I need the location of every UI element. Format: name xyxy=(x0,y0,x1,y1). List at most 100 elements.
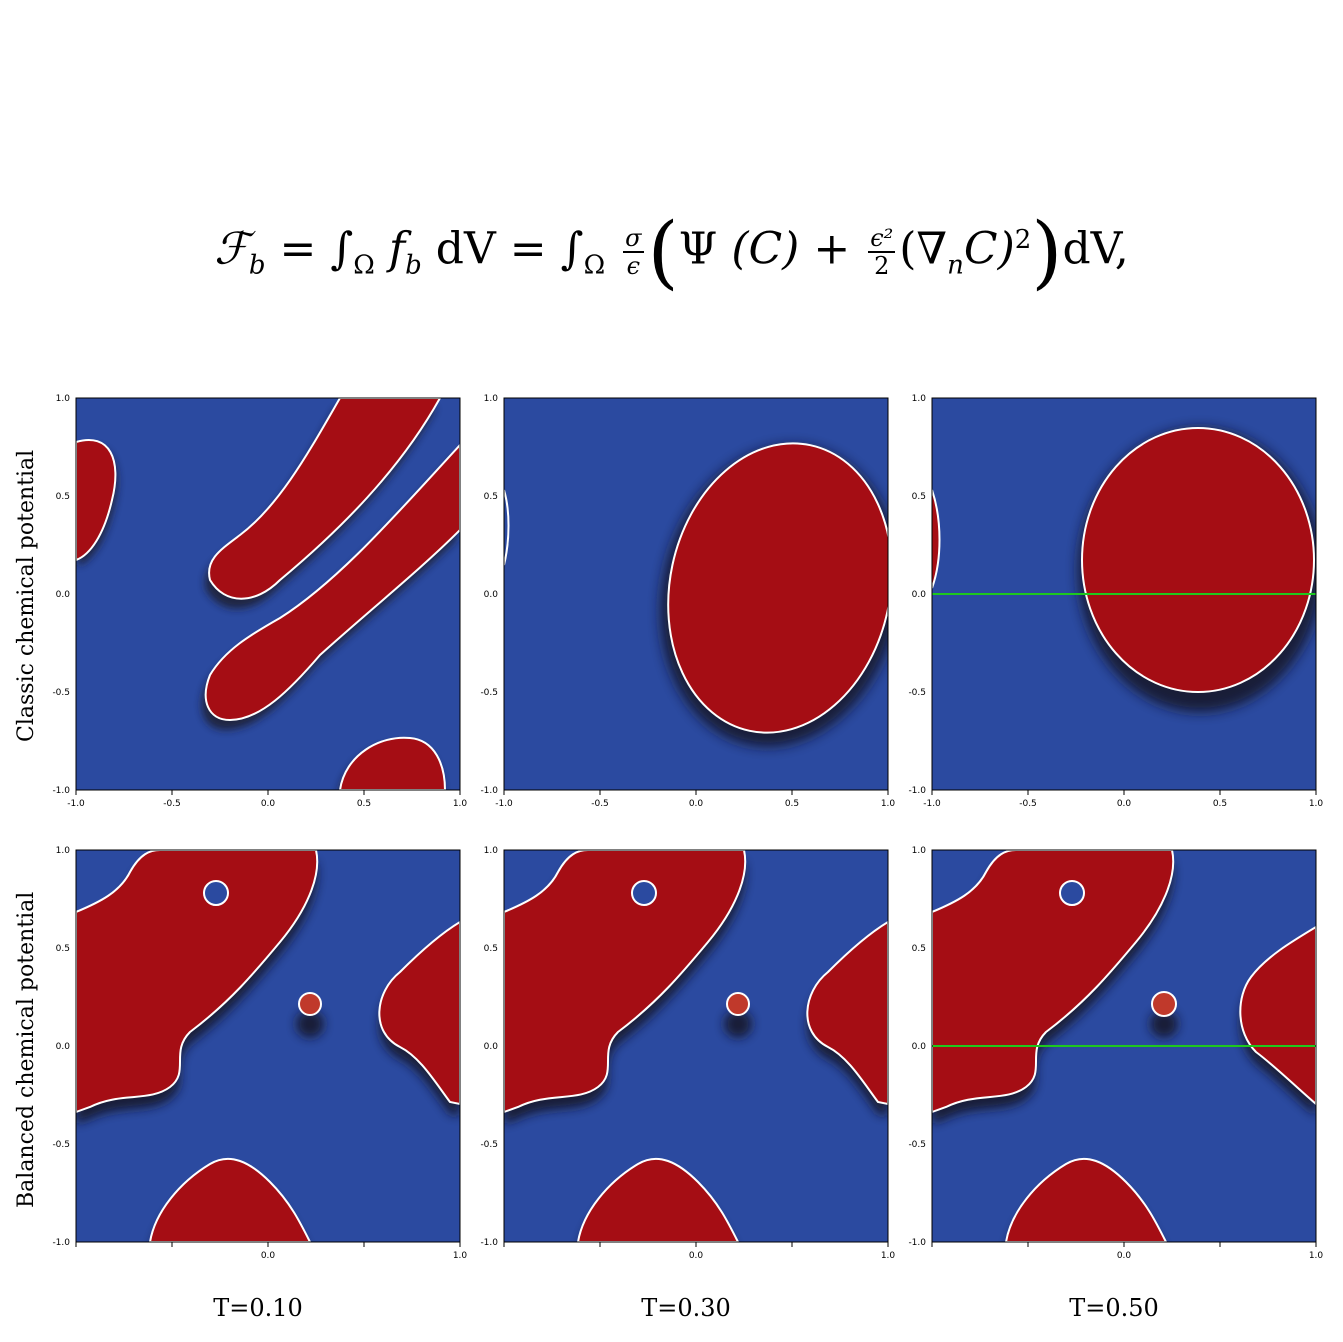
eq-equals-1: = xyxy=(279,223,317,275)
x-ticks: 0.0 1.0 xyxy=(503,1242,896,1261)
time-label-t010: T=0.10 xyxy=(213,1294,303,1322)
eq-left-paren: ( xyxy=(647,205,679,299)
eq-functional-symbol: ℱ xyxy=(214,223,249,275)
panel-classic-t050: 1.0 0.5 0.0 -0.5 -1.0 -1.0 -0.5 0.0 0.5 … xyxy=(896,390,1326,810)
eq-right-paren: ) xyxy=(1031,205,1063,299)
y-tick-label: -0.5 xyxy=(480,688,498,698)
y-tick-label: 0.5 xyxy=(484,492,498,502)
x-ticks: -1.0 -0.5 0.0 0.5 1.0 xyxy=(923,790,1323,809)
eq-eps2: ϵ² xyxy=(868,224,896,254)
y-tick-label: -1.0 xyxy=(480,786,498,796)
y-tick-label: 1.0 xyxy=(56,846,71,856)
x-tick-label: 0.0 xyxy=(1117,1251,1132,1261)
y-ticks: 1.0 0.5 0.0 -0.5 -1.0 xyxy=(480,394,498,796)
y-tick-label: -1.0 xyxy=(52,1238,70,1248)
phase-region xyxy=(208,398,442,600)
x-ticks: -1.0 -0.5 0.0 0.5 1.0 xyxy=(495,790,895,809)
x-tick-label: 1.0 xyxy=(453,1251,468,1261)
eq-dv-end: dV, xyxy=(1062,223,1129,275)
panel-classic-t030: 1.0 0.5 0.0 -0.5 -1.0 -1.0 -0.5 0.0 0.5 … xyxy=(468,390,898,810)
row-label-balanced: Balanced chemical potential xyxy=(14,891,39,1208)
y-tick-label: 1.0 xyxy=(912,394,927,404)
y-tick-label: -1.0 xyxy=(480,1238,498,1248)
eq-integral-1: ∫ xyxy=(330,223,354,275)
phase-region xyxy=(76,439,117,562)
eq-grad-sub: n xyxy=(947,250,964,281)
y-tick-label: -1.0 xyxy=(52,786,70,796)
phase-region xyxy=(338,736,447,790)
eq-lhs-sub: b xyxy=(248,250,266,281)
bubble xyxy=(631,880,657,906)
eq-fb: f xyxy=(388,223,406,275)
eq-plus: + xyxy=(813,223,851,275)
y-tick-label: -0.5 xyxy=(480,1140,498,1150)
x-tick-label: -0.5 xyxy=(1019,799,1037,809)
free-energy-equation: ℱb = ∫Ω fb dV = ∫Ω σ ϵ (Ψ (C) + ϵ² 2 (∇nC)2)… xyxy=(0,190,1343,300)
y-ticks: 1.0 0.5 0.0 -0.5 -1.0 xyxy=(908,846,926,1248)
y-tick-label: -1.0 xyxy=(908,786,926,796)
x-tick-label: -0.5 xyxy=(591,799,609,809)
eq-fb-sub: b xyxy=(405,250,422,281)
time-label-t030: T=0.30 xyxy=(641,1294,731,1322)
phase-region xyxy=(576,1157,740,1242)
eq-integral-2-domain: Ω xyxy=(583,250,606,281)
y-tick-label: 0.0 xyxy=(56,590,71,600)
y-tick-label: 0.0 xyxy=(484,590,499,600)
x-tick-label: 1.0 xyxy=(881,1251,896,1261)
y-tick-label: 1.0 xyxy=(484,394,499,404)
y-tick-label: -0.5 xyxy=(52,688,70,698)
eq-dv-1: dV xyxy=(435,223,496,275)
phase-region xyxy=(378,920,460,1106)
x-ticks: 0.0 1.0 xyxy=(931,1242,1324,1261)
phase-region xyxy=(148,1157,312,1242)
y-tick-label: 0.0 xyxy=(56,1042,71,1052)
eq-sigma: σ xyxy=(623,224,644,254)
eq-integral-2: ∫ xyxy=(560,223,584,275)
phase-region xyxy=(1239,925,1316,1106)
y-tick-label: -1.0 xyxy=(908,1238,926,1248)
x-tick-label: 0.0 xyxy=(261,1251,276,1261)
y-tick-label: 1.0 xyxy=(56,394,71,404)
phase-region xyxy=(1004,1157,1168,1242)
time-label-t050: T=0.50 xyxy=(1069,1294,1159,1322)
x-tick-label: 1.0 xyxy=(1309,799,1324,809)
eq-integral-1-domain: Ω xyxy=(353,250,375,281)
phase-region xyxy=(504,850,747,1114)
phase-region xyxy=(806,920,888,1106)
eq-c: (C) xyxy=(731,223,800,275)
droplet xyxy=(726,992,750,1016)
bubble xyxy=(1059,880,1085,906)
phase-region xyxy=(76,850,319,1114)
eq-psi: Ψ xyxy=(678,223,718,275)
y-tick-label: 1.0 xyxy=(484,846,499,856)
x-tick-label: 1.0 xyxy=(881,799,896,809)
x-tick-label: 0.5 xyxy=(785,799,799,809)
x-ticks: 0.0 1.0 xyxy=(75,1242,468,1261)
y-tick-label: -0.5 xyxy=(908,688,926,698)
panel-balanced-t030: 1.0 0.5 0.0 -0.5 -1.0 0.0 1.0 xyxy=(468,842,898,1262)
droplet xyxy=(1151,991,1177,1017)
x-tick-label: 1.0 xyxy=(1309,1251,1324,1261)
y-ticks: 1.0 0.5 0.0 -0.5 -1.0 xyxy=(52,394,70,796)
x-tick-label: -1.0 xyxy=(495,799,513,809)
bubble xyxy=(203,880,229,906)
y-tick-label: 0.5 xyxy=(912,944,926,954)
eq-two: 2 xyxy=(874,252,890,281)
droplet xyxy=(298,992,322,1016)
panel-balanced-t050: 1.0 0.5 0.0 -0.5 -1.0 0.0 1.0 xyxy=(896,842,1326,1262)
x-tick-label: -1.0 xyxy=(67,799,85,809)
y-tick-label: 0.0 xyxy=(912,590,927,600)
y-tick-label: 0.0 xyxy=(912,1042,927,1052)
eq-square: 2 xyxy=(1014,225,1032,255)
phase-region xyxy=(204,443,460,722)
x-tick-label: 0.5 xyxy=(1213,799,1227,809)
panel-balanced-t010: 1.0 0.5 0.0 -0.5 -1.0 0.0 1.0 xyxy=(40,842,470,1262)
eq-eps: ϵ xyxy=(626,252,641,281)
y-ticks: 1.0 0.5 0.0 -0.5 -1.0 xyxy=(480,846,498,1248)
x-tick-label: 0.5 xyxy=(357,799,371,809)
x-tick-label: -1.0 xyxy=(923,799,941,809)
y-ticks: 1.0 0.5 0.0 -0.5 -1.0 xyxy=(908,394,926,796)
panel-classic-t010: 1.0 0.5 0.0 -0.5 -1.0 -1.0 -0.5 0.0 0.5 … xyxy=(40,390,470,810)
x-ticks: -1.0 -0.5 0.0 0.5 1.0 xyxy=(67,790,467,809)
